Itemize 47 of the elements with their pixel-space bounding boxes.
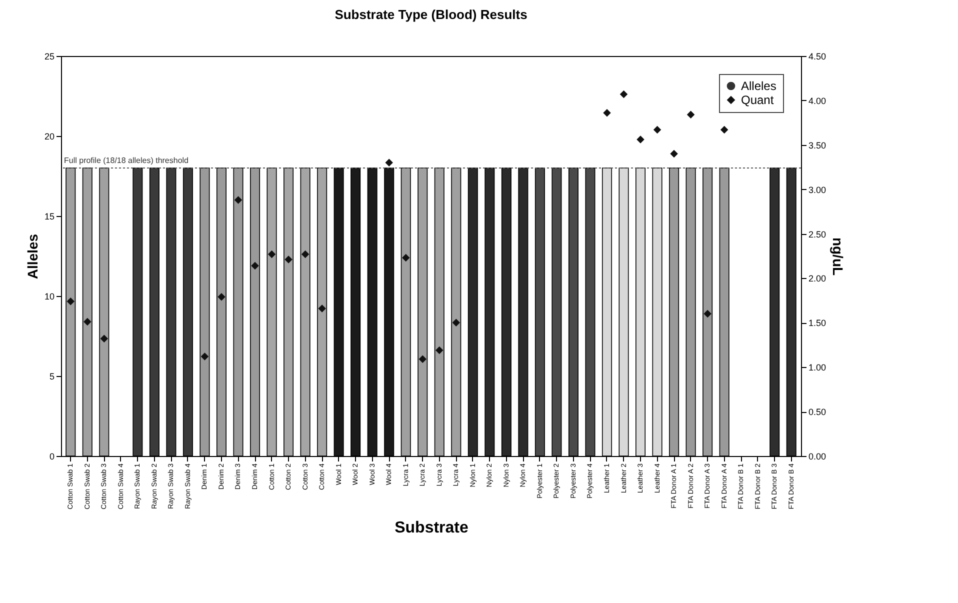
point bbox=[603, 109, 611, 117]
point bbox=[704, 310, 712, 318]
y2-tick-label: 2.50 bbox=[808, 229, 826, 240]
point bbox=[284, 256, 292, 264]
y2-axis-title: ng/uL bbox=[830, 237, 846, 276]
x-axis-title: Substrate bbox=[394, 520, 468, 537]
point bbox=[686, 110, 695, 119]
point bbox=[402, 254, 410, 262]
y-tick-label: 5 bbox=[49, 372, 54, 382]
point bbox=[385, 158, 393, 167]
point bbox=[301, 250, 310, 258]
point bbox=[251, 262, 259, 270]
point bbox=[84, 318, 92, 326]
point bbox=[670, 150, 678, 158]
chart-title: Substrate Type (Blood) Results bbox=[334, 7, 528, 22]
point bbox=[66, 297, 75, 306]
y-tick-label: 15 bbox=[44, 212, 54, 222]
y-tick-label: 0 bbox=[49, 452, 54, 462]
point bbox=[620, 90, 628, 98]
point bbox=[100, 334, 108, 343]
y-tick-label: 10 bbox=[44, 292, 54, 302]
point bbox=[418, 355, 426, 363]
point bbox=[218, 293, 226, 301]
y2-tick-label: 3.00 bbox=[808, 184, 826, 195]
point bbox=[268, 250, 276, 258]
y2-tick-label: 4.50 bbox=[808, 52, 826, 62]
point bbox=[636, 136, 644, 144]
ref-line-label: Full profile (18/18 alleles) threshold bbox=[64, 156, 189, 165]
y-tick-label: 20 bbox=[44, 132, 54, 142]
point bbox=[234, 196, 242, 204]
y2-tick-label: 0.50 bbox=[808, 407, 826, 418]
y2-tick-label: 2.00 bbox=[808, 274, 826, 284]
y2-tick-label: 1.50 bbox=[808, 318, 826, 328]
y2-tick-label: 1.00 bbox=[808, 362, 826, 373]
y2-tick-label: 4.00 bbox=[808, 96, 826, 106]
y-axis-title: Alleles bbox=[24, 234, 40, 280]
point bbox=[720, 126, 728, 134]
y-tick-label: 25 bbox=[44, 52, 54, 62]
y2-tick-label: 0.00 bbox=[808, 452, 826, 462]
point bbox=[452, 318, 460, 327]
y2-tick-label: 3.50 bbox=[808, 140, 826, 150]
point bbox=[200, 352, 209, 360]
point bbox=[318, 304, 326, 312]
point bbox=[436, 346, 444, 354]
legend-label: Alleles bbox=[741, 79, 776, 93]
legend-label: Quant bbox=[741, 93, 774, 107]
point bbox=[653, 126, 662, 134]
